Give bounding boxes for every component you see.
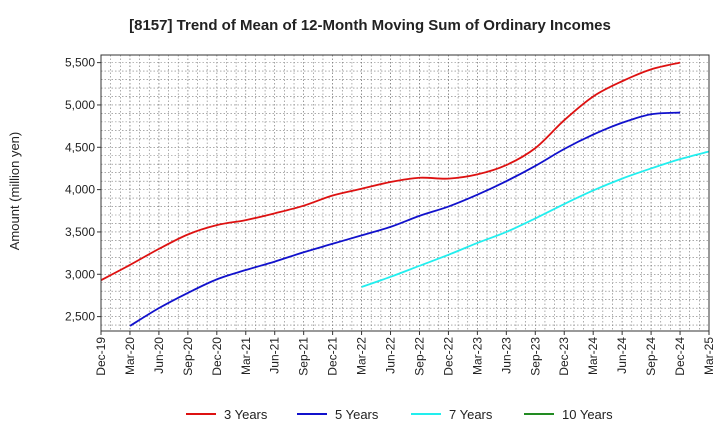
x-tick-label: Mar-21 <box>239 337 253 375</box>
y-tick-label: 3,500 <box>65 225 95 239</box>
x-tick-label: Mar-24 <box>586 337 600 375</box>
x-tick-label: Jun-22 <box>384 337 398 374</box>
x-tick-label: Dec-24 <box>673 337 687 376</box>
legend-label-3-years: 3 Years <box>224 407 268 422</box>
plot-area-frame <box>100 54 710 332</box>
x-tick-label: Dec-19 <box>94 337 108 376</box>
x-tick-label: Jun-20 <box>152 337 166 374</box>
x-tick-label: Dec-22 <box>441 337 455 376</box>
x-tick-label: Sep-22 <box>412 337 426 376</box>
x-tick-label: Jun-23 <box>499 337 513 374</box>
x-tick-label: Mar-23 <box>470 337 484 375</box>
x-tick-label: Dec-20 <box>210 337 224 376</box>
legend-label-7-years: 7 Years <box>449 407 493 422</box>
y-axis-ticks: 2,500 3,000 3,500 4,000 4,500 5,000 5,500 <box>65 56 101 324</box>
grid-lines <box>101 55 709 331</box>
y-tick-label: 5,000 <box>65 98 95 112</box>
x-axis-ticks: Dec-19 Mar-20 Jun-20 Sep-20 Dec-20 Mar-21 Jun-… <box>94 331 716 376</box>
x-tick-label: Mar-22 <box>355 337 369 375</box>
legend-label-5-years: 5 Years <box>335 407 379 422</box>
x-tick-label: Sep-23 <box>528 337 542 376</box>
legend: 3 Years 5 Years 7 Years 10 Years <box>186 407 613 422</box>
x-tick-label: Jun-21 <box>268 337 282 374</box>
y-tick-label: 3,000 <box>65 267 95 281</box>
x-tick-label: Sep-24 <box>644 337 658 376</box>
x-tick-label: Mar-25 <box>702 337 716 375</box>
y-tick-label: 5,500 <box>65 56 95 70</box>
chart-title: [8157] Trend of Mean of 12-Month Moving … <box>129 17 611 34</box>
y-tick-label: 2,500 <box>65 310 95 324</box>
x-tick-label: Dec-21 <box>326 337 340 376</box>
x-tick-label: Sep-21 <box>297 337 311 376</box>
legend-label-10-years: 10 Years <box>562 407 613 422</box>
series-line-3-years <box>100 61 681 281</box>
x-tick-label: Dec-23 <box>557 337 571 376</box>
series-lines <box>100 61 710 327</box>
y-tick-label: 4,000 <box>65 183 95 197</box>
x-tick-label: Mar-20 <box>123 337 137 375</box>
x-tick-label: Sep-20 <box>181 337 195 376</box>
y-axis-label: Amount (million yen) <box>7 132 22 251</box>
series-line-5-years <box>129 111 681 327</box>
series-line-7-years <box>361 150 710 288</box>
y-tick-label: 4,500 <box>65 140 95 154</box>
x-tick-label: Jun-24 <box>615 337 629 374</box>
